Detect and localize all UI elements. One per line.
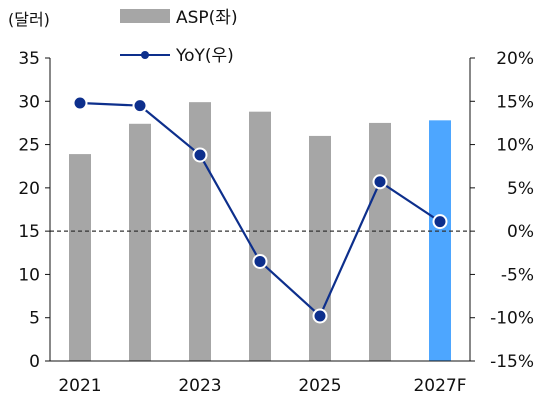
legend-label-bar: ASP(좌) xyxy=(176,8,238,28)
yoy-point xyxy=(432,214,448,230)
y-left-tick-label: 0 xyxy=(29,352,40,372)
y-right-axis-ticks: -15% -10% -5% 0% 5% 10% 15% 20% xyxy=(490,49,534,372)
y-right-tick-label: -5% xyxy=(501,265,534,285)
asp-bar xyxy=(429,120,451,362)
asp-bar xyxy=(129,123,151,362)
x-tick-label: 2021 xyxy=(58,376,101,396)
y-right-tick-label: -10% xyxy=(490,309,534,329)
legend: ASP(좌) YoY(우) xyxy=(120,8,238,66)
y-left-tick-label: 5 xyxy=(29,309,40,329)
y-right-tick-label: 20% xyxy=(496,49,534,69)
y-left-tick-label: 25 xyxy=(18,136,40,156)
asp-bar xyxy=(249,111,271,361)
legend-swatch-bar xyxy=(120,9,170,23)
y-right-tick-label: 10% xyxy=(496,136,534,156)
yoy-point xyxy=(132,98,148,114)
x-tick-label: 2027F xyxy=(413,376,466,396)
axes-group xyxy=(45,57,475,362)
x-tick-label: 2025 xyxy=(298,376,341,396)
y-right-tick-label: 15% xyxy=(496,92,534,112)
asp-bar xyxy=(69,154,91,361)
line-series xyxy=(72,95,448,324)
x-tick-label: 2023 xyxy=(178,376,221,396)
y-left-tick-label: 20 xyxy=(18,179,40,199)
yoy-point xyxy=(192,147,208,163)
asp-bar xyxy=(369,122,391,361)
x-axis-ticks: 2021 2023 2025 2027F xyxy=(58,376,466,396)
y-left-axis-ticks: 0 5 10 15 20 25 30 35 xyxy=(18,49,40,372)
bar-series xyxy=(69,102,451,362)
legend-swatch-marker xyxy=(141,51,149,59)
yoy-point xyxy=(312,308,328,324)
legend-label-line: YoY(우) xyxy=(175,46,234,66)
y-right-tick-label: 5% xyxy=(507,179,534,199)
yoy-point xyxy=(252,253,268,269)
y-left-tick-label: 10 xyxy=(18,265,40,285)
y-left-unit-label: (달러) xyxy=(8,10,50,29)
y-right-tick-label: -15% xyxy=(490,352,534,372)
y-right-tick-label: 0% xyxy=(507,222,534,242)
y-left-tick-label: 35 xyxy=(18,49,40,69)
yoy-point xyxy=(372,174,388,190)
y-left-tick-label: 30 xyxy=(18,92,40,112)
yoy-point xyxy=(72,95,88,111)
y-left-tick-label: 15 xyxy=(18,222,40,242)
asp-bar xyxy=(309,135,331,361)
